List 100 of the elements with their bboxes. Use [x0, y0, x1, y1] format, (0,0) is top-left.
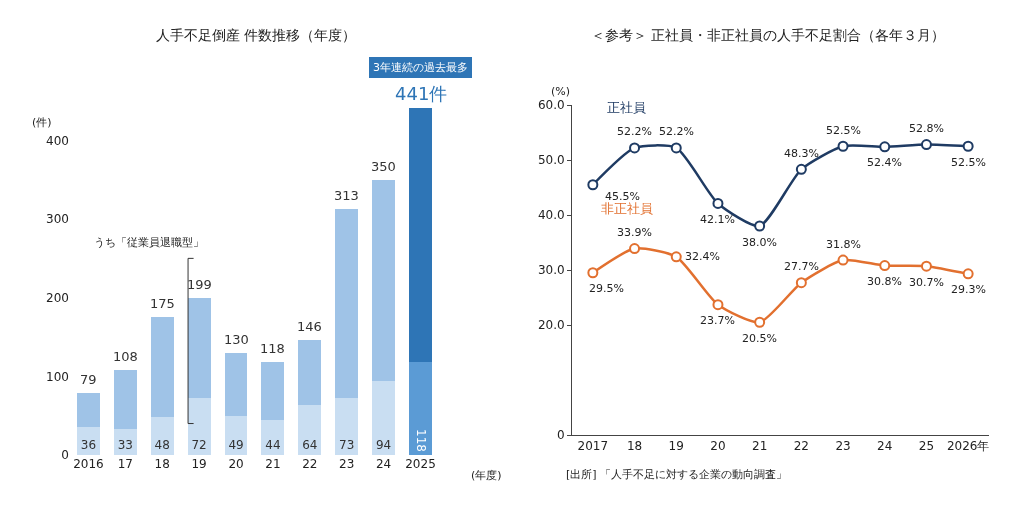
point	[754, 220, 766, 232]
point	[795, 277, 807, 289]
text: [出所] 「人手不足に対する企業の動向調査」	[566, 468, 788, 481]
data-label: 49	[228, 438, 244, 452]
bar	[335, 208, 359, 398]
x-tick-label: 22	[793, 439, 809, 454]
bar	[224, 352, 248, 417]
x-tick-label: 21	[265, 457, 281, 471]
data-label: 52.5%	[951, 156, 986, 169]
data-label: 29.5%	[589, 282, 624, 295]
bar	[298, 340, 322, 405]
bar	[150, 417, 174, 455]
y-tick-label: 40.0	[537, 208, 565, 223]
point	[962, 140, 974, 152]
bar	[372, 179, 396, 382]
text: 非正社員	[601, 201, 653, 216]
data-label: 52.5%	[826, 124, 861, 137]
total-label: 199	[187, 277, 212, 292]
point	[587, 179, 599, 191]
bar	[77, 392, 100, 427]
x-tick-label: 23	[339, 457, 355, 471]
data-label: 45.5%	[605, 190, 640, 203]
x-tick-label: 19	[191, 457, 207, 471]
data-label: 23.7%	[700, 314, 735, 327]
x-tick-label: 2017	[577, 439, 609, 454]
bar	[372, 381, 396, 455]
data-label: 31.8%	[826, 238, 861, 251]
y-axis-title: (件)	[32, 116, 52, 129]
y-tick-label: 200	[46, 290, 69, 305]
x-tick-label: 20	[710, 439, 726, 454]
total-label: 441件	[395, 83, 448, 104]
x-tick-label: 17	[117, 457, 133, 471]
data-label: 73	[339, 438, 355, 452]
chart-title: 人手不足倒産 件数推移（年度）	[155, 27, 357, 44]
data-label: 30.8%	[867, 275, 902, 288]
data-label: 52.2%	[659, 125, 694, 138]
x-tick-label: 22	[302, 457, 318, 471]
bar	[113, 370, 137, 430]
x-tick-label: 24	[877, 439, 893, 454]
data-label: 36	[80, 438, 97, 452]
x-tick-label: 18	[626, 439, 643, 454]
y-tick-label: 300	[46, 212, 69, 227]
x-tick-label: 23	[835, 439, 851, 454]
total-label: 313	[334, 188, 359, 203]
x-tick-label: 18	[154, 457, 170, 471]
point	[879, 141, 891, 153]
data-label: 64	[302, 438, 318, 452]
data-label: 48.3%	[784, 147, 819, 160]
x-tick-label: 25	[918, 439, 935, 454]
data-label: 27.7%	[784, 260, 819, 273]
point	[712, 299, 724, 311]
y-tick-label: 20.0	[537, 318, 565, 333]
data-label: 52.8%	[909, 122, 944, 135]
data-label: 72	[191, 438, 207, 452]
y-tick-label: 400	[46, 133, 69, 148]
point	[587, 267, 599, 279]
total-label: 146	[297, 319, 322, 334]
y-tick-label: 0	[61, 448, 69, 463]
point	[629, 142, 641, 154]
point	[754, 316, 766, 328]
x-tick-label: 19	[668, 439, 684, 454]
x-axis-title: (年度)	[471, 469, 502, 482]
y-tick-label: 100	[46, 369, 69, 384]
point	[920, 139, 932, 151]
x-tick-label: 20	[228, 457, 244, 471]
data-label: 52.4%	[867, 156, 902, 169]
point	[712, 197, 724, 209]
data-label: 29.3%	[951, 283, 986, 296]
point	[879, 260, 891, 272]
data-label: 33.9%	[617, 226, 652, 239]
y-axis-title: (%)	[551, 85, 571, 98]
point	[629, 243, 641, 255]
bar	[187, 298, 211, 399]
bar	[335, 397, 359, 455]
point	[962, 268, 974, 280]
point	[795, 163, 807, 175]
bar	[409, 362, 432, 455]
total-label: 130	[224, 332, 249, 347]
bar	[298, 404, 322, 455]
y-tick-label: 50.0	[537, 153, 565, 168]
total-label: 350	[371, 159, 396, 174]
bar	[409, 108, 432, 363]
bar	[187, 398, 211, 455]
data-label: 52.2%	[617, 125, 652, 138]
data-label: 118	[413, 429, 428, 452]
x-tick-label: 2026年	[946, 439, 990, 454]
data-label: 20.5%	[742, 332, 777, 345]
data-label: 44	[265, 438, 281, 452]
bar	[261, 362, 285, 421]
data-label: 33	[117, 438, 133, 452]
total-label: 118	[260, 341, 285, 356]
data-label: 30.7%	[909, 276, 944, 289]
data-label: 32.4%	[685, 250, 720, 263]
x-tick-label: 24	[375, 457, 392, 471]
point	[670, 142, 682, 154]
y-tick-label: 0	[556, 428, 565, 443]
total-label: 79	[80, 372, 97, 387]
point	[837, 140, 849, 152]
data-label: 94	[375, 438, 392, 452]
y-tick-label: 30.0	[537, 263, 565, 278]
